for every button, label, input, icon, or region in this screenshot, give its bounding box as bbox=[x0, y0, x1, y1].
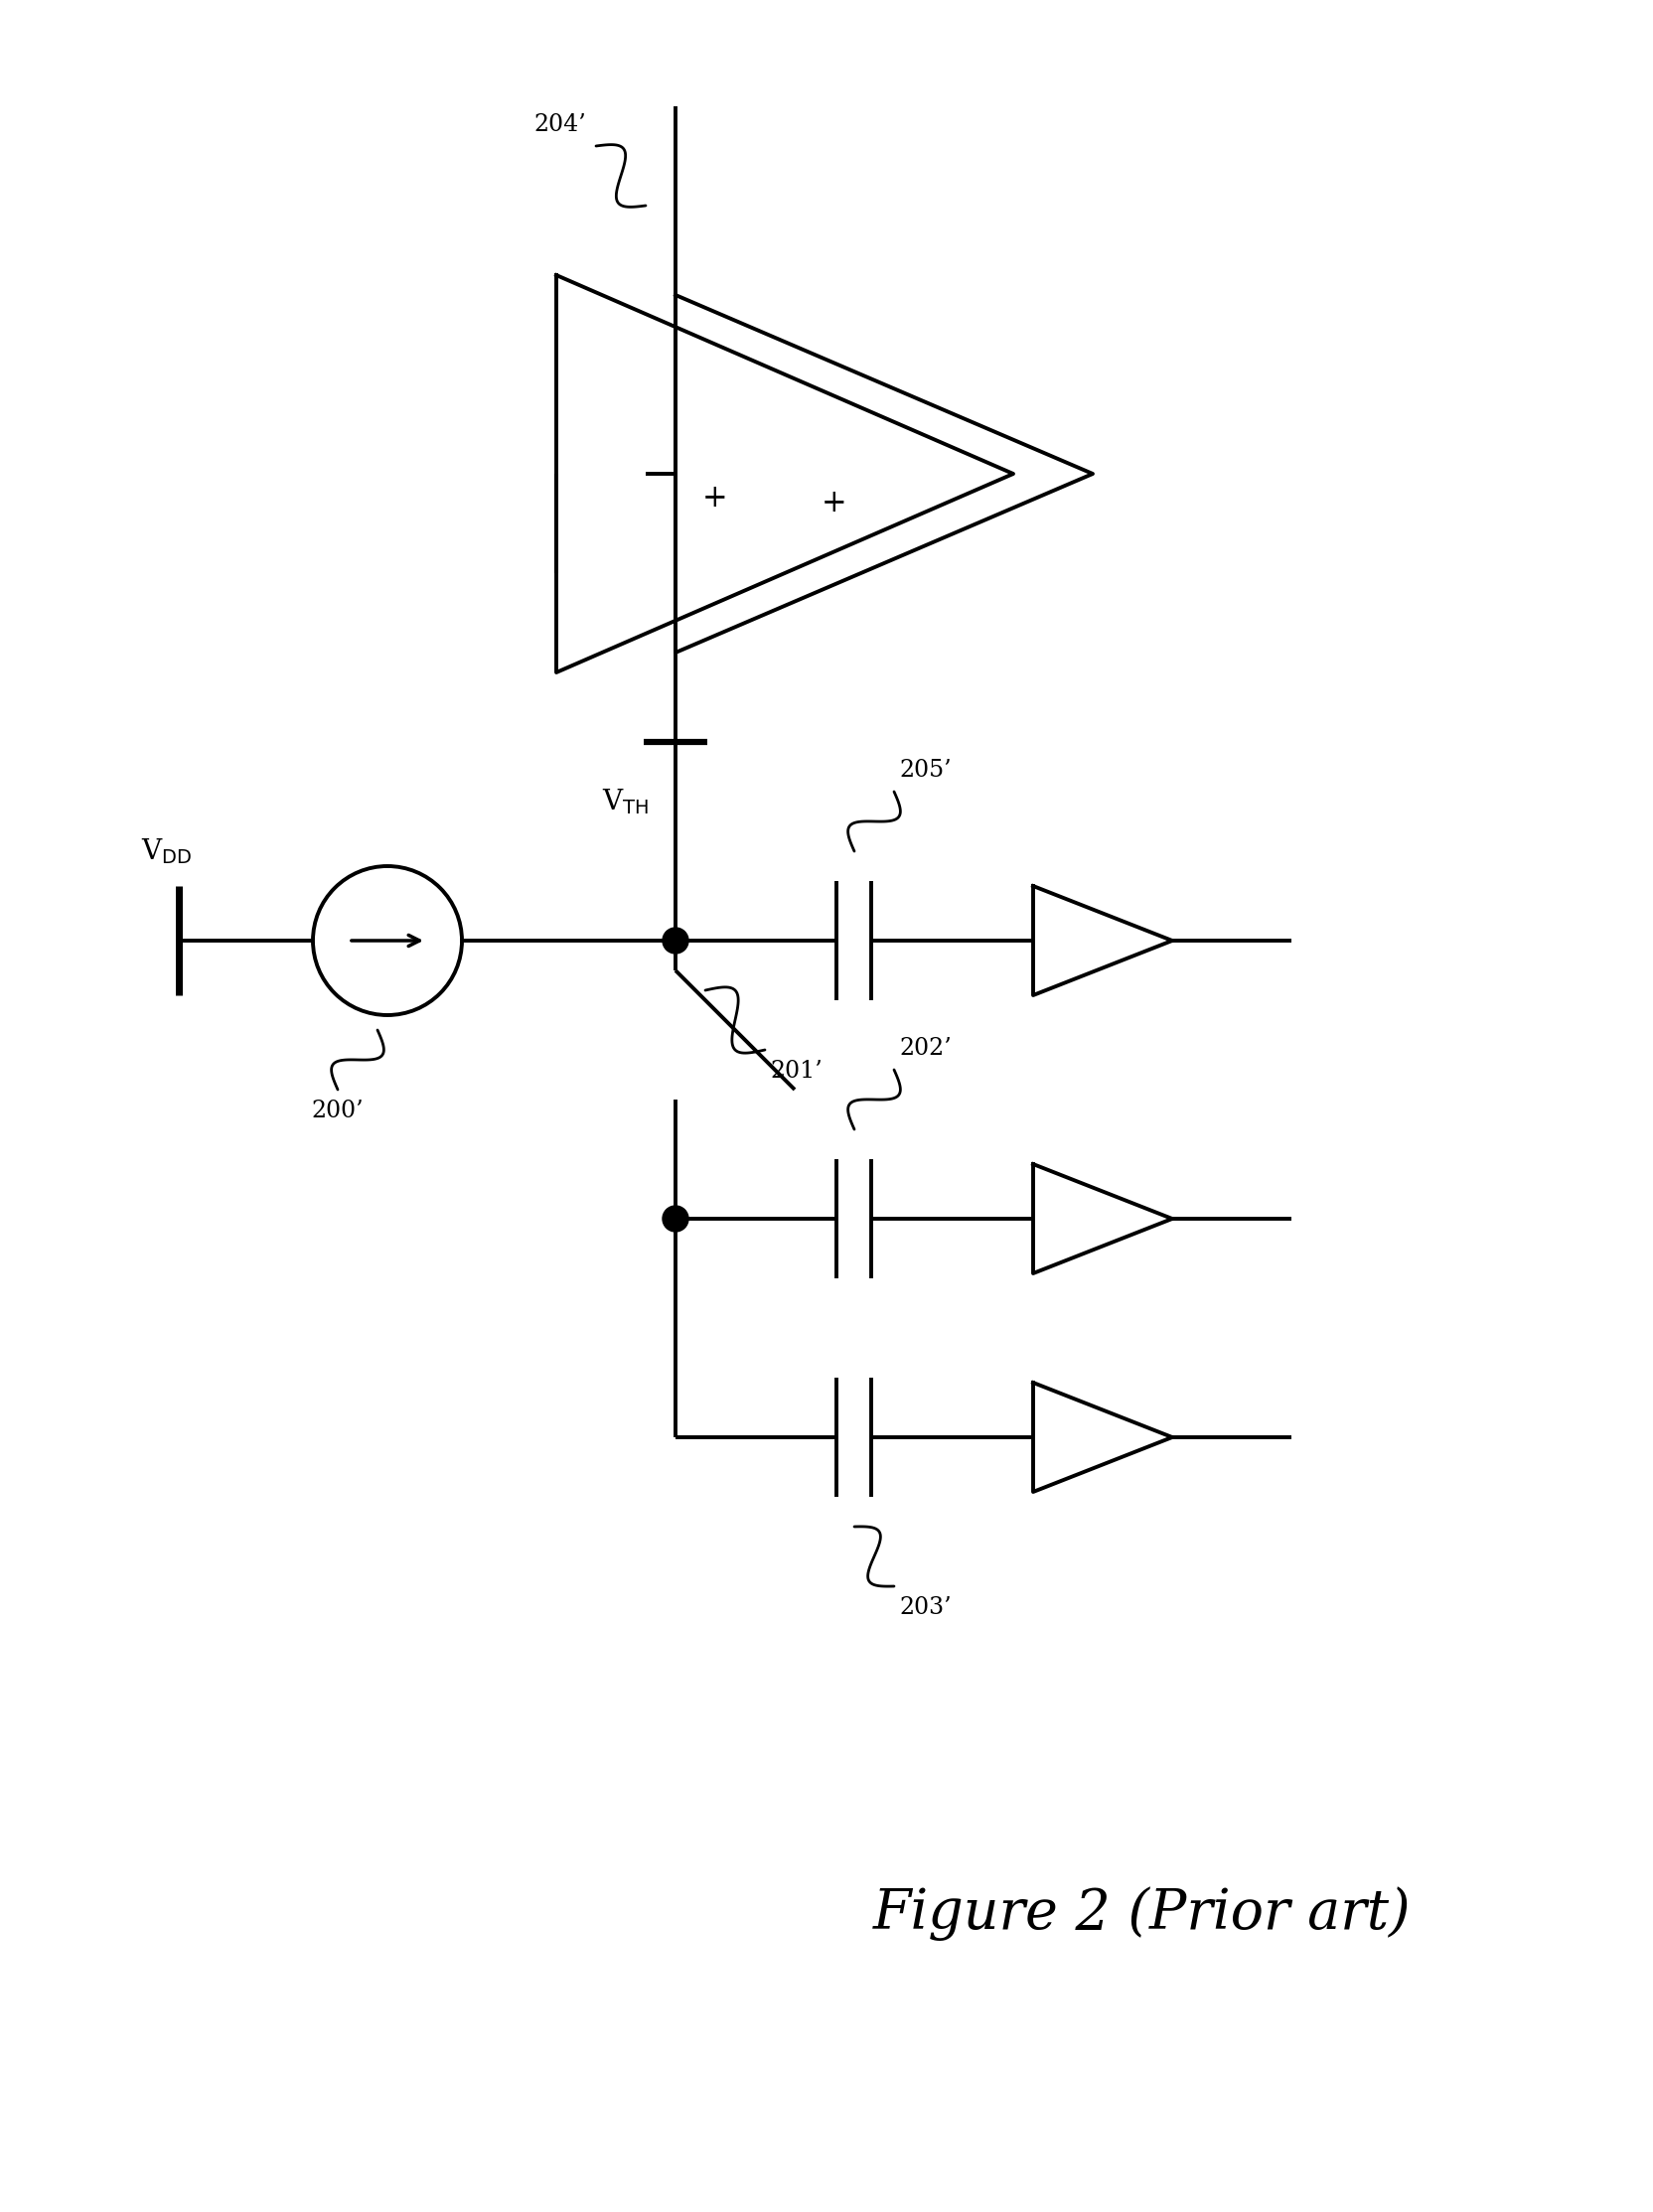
Text: Figure 2 (Prior art): Figure 2 (Prior art) bbox=[873, 1887, 1412, 1942]
Text: V$_{\rm TH}$: V$_{\rm TH}$ bbox=[602, 787, 650, 816]
Circle shape bbox=[663, 927, 688, 953]
Text: 200’: 200’ bbox=[312, 1099, 364, 1121]
Text: 204’: 204’ bbox=[534, 113, 587, 137]
Circle shape bbox=[663, 1206, 688, 1232]
Text: +: + bbox=[822, 489, 848, 520]
Text: +: + bbox=[703, 482, 727, 513]
Text: 203’: 203’ bbox=[899, 1597, 950, 1619]
Text: 201’: 201’ bbox=[770, 1060, 822, 1082]
Text: 202’: 202’ bbox=[899, 1037, 952, 1060]
Text: 205’: 205’ bbox=[899, 759, 950, 781]
Text: V$_{\rm DD}$: V$_{\rm DD}$ bbox=[142, 836, 192, 867]
